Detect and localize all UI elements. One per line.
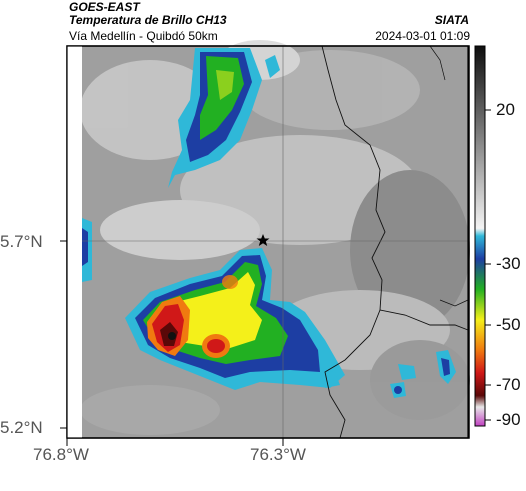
satellite-name: GOES-EAST <box>69 0 140 14</box>
product-title: Temperatura de Brillo CH13 <box>69 13 227 27</box>
star-icon <box>256 234 270 246</box>
boundary-line <box>429 45 446 81</box>
boundary-line <box>439 299 469 307</box>
colorbar-label: 20 <box>496 100 515 119</box>
colorbar-label: -90 <box>496 410 521 429</box>
lat-label: 5.7°N <box>0 232 43 251</box>
colorbar <box>474 45 486 427</box>
lon-label: 76.8°W <box>33 445 89 464</box>
lat-label: 5.2°N <box>0 418 43 437</box>
storm-cell-north <box>168 48 280 188</box>
lon-label: 76.3°W <box>250 445 306 464</box>
colorbar-label: -30 <box>496 254 521 273</box>
boundary-line <box>379 309 469 331</box>
colorbar-label: -50 <box>496 315 521 334</box>
colorbar-label: -70 <box>496 375 521 394</box>
organization-label: SIATA <box>434 13 469 27</box>
storm-cell-south <box>125 248 345 390</box>
datetime-label: 2024-03-01 01:09 <box>375 29 470 43</box>
storm-cell-small <box>82 218 456 398</box>
boundary-line <box>321 45 386 439</box>
region-label: Vía Medellín - Quibdó 50km <box>69 29 218 43</box>
